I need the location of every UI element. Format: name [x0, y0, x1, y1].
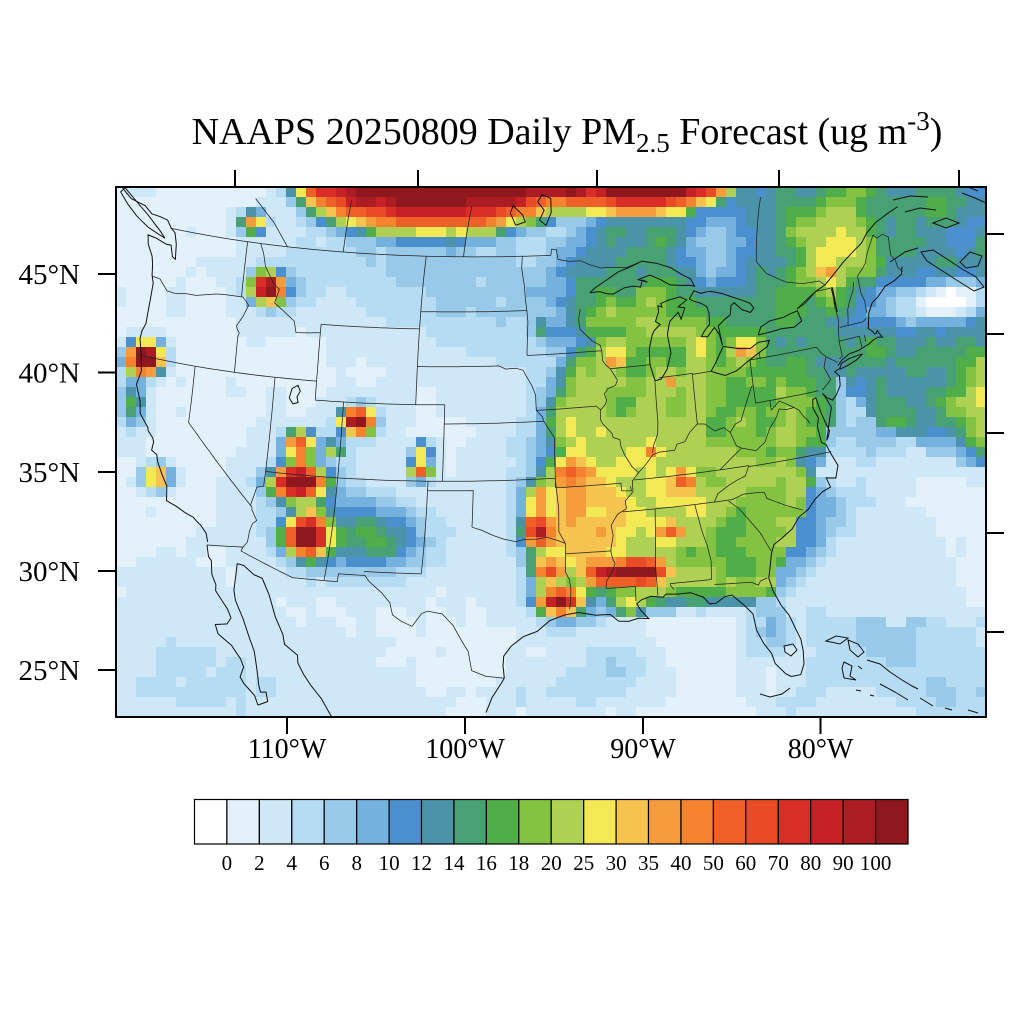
svg-text:110°W: 110°W [248, 734, 327, 765]
svg-text:18: 18 [508, 851, 529, 875]
svg-text:50: 50 [703, 851, 724, 875]
svg-text:25°N: 25°N [18, 655, 80, 687]
svg-text:8: 8 [351, 851, 362, 875]
svg-text:90: 90 [833, 851, 854, 875]
svg-text:35: 35 [638, 851, 659, 875]
svg-text:12: 12 [411, 851, 432, 875]
svg-text:100°W: 100°W [425, 734, 505, 765]
svg-text:2: 2 [254, 851, 265, 875]
svg-text:10: 10 [379, 851, 400, 875]
svg-text:4: 4 [287, 851, 298, 875]
svg-text:35°N: 35°N [18, 457, 80, 489]
svg-text:6: 6 [319, 851, 330, 875]
svg-text:60: 60 [735, 851, 756, 875]
svg-text:20: 20 [541, 851, 562, 875]
svg-text:40°N: 40°N [18, 358, 80, 390]
svg-text:40: 40 [671, 851, 692, 875]
svg-text:25: 25 [573, 851, 594, 875]
svg-text:14: 14 [444, 851, 466, 875]
svg-text:30: 30 [606, 851, 627, 875]
svg-text:0: 0 [222, 851, 233, 875]
svg-text:100: 100 [860, 851, 892, 875]
svg-text:30°N: 30°N [18, 556, 80, 588]
svg-text:90°W: 90°W [610, 734, 676, 765]
svg-text:NAAPS 20250809 Daily PM2.5 For: NAAPS 20250809 Daily PM2.5 Forecast (ug … [192, 106, 943, 158]
svg-text:80°W: 80°W [788, 734, 854, 765]
svg-text:70: 70 [768, 851, 789, 875]
svg-text:80: 80 [800, 851, 821, 875]
svg-text:45°N: 45°N [18, 259, 80, 291]
svg-text:16: 16 [476, 851, 497, 875]
